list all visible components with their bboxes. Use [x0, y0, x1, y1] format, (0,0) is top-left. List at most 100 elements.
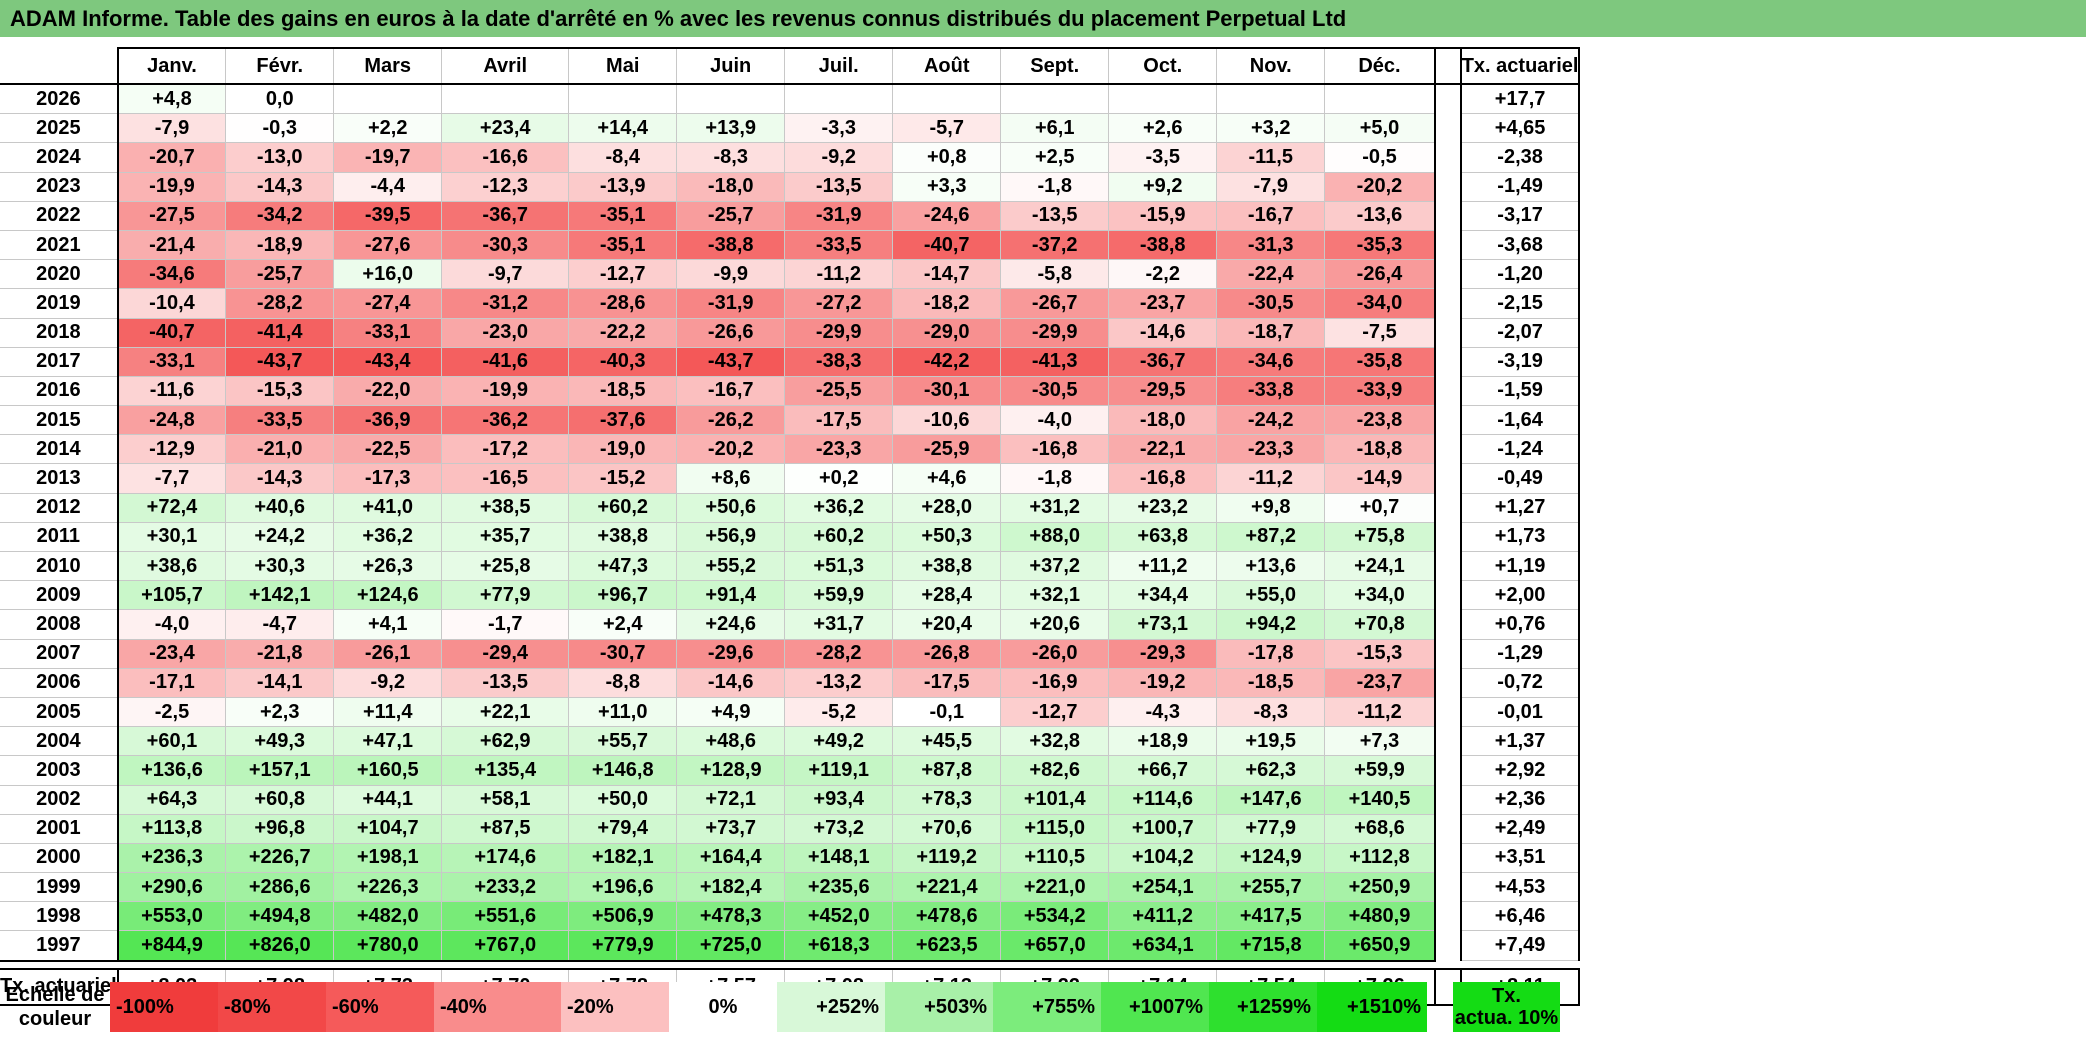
gains-table: Janv. Févr. Mars Avril Mai Juin Juil. Août Sept.… [0, 47, 1581, 1006]
actuarial-rate-cell: +7,49 [1459, 930, 1581, 962]
column-gap [1434, 726, 1461, 756]
table-row: 2019 -10,4 -28,2 -27,4 -31,2 -28,6 -31,9 -27,2-… [0, 288, 1581, 319]
gain-cell: +60,2 [568, 493, 678, 523]
gain-cell: -8,3 [1216, 697, 1326, 728]
gain-cell: +480,9 [1324, 901, 1436, 932]
gain-cell: -23,4 [116, 639, 227, 669]
year-label: 2021 [0, 230, 119, 261]
gain-cell: +2,2 [333, 113, 443, 144]
gain-cell: -40,7 [892, 230, 1002, 261]
gain-cell: -24,8 [116, 405, 227, 436]
table-row: 1997 +844,9 +826,0 +780,0 +767,0 +779,9 +725,0… [0, 930, 1581, 962]
month-header: Janv. [116, 47, 227, 85]
column-gap [1434, 47, 1461, 85]
column-gap [1434, 930, 1461, 961]
gain-cell: +478,6 [892, 901, 1002, 932]
actuarial-rate-cell: -1,24 [1459, 434, 1581, 465]
gain-cell: +110,5 [1000, 843, 1110, 874]
gain-cell: +30,3 [225, 551, 335, 582]
year-label: 2009 [0, 580, 119, 611]
actuarial-rate-cell: +1,19 [1459, 551, 1581, 582]
color-scale-step: -20% [561, 982, 669, 1032]
gain-cell: +779,9 [568, 930, 678, 962]
gain-cell: -40,7 [116, 318, 227, 348]
month-header: Juin [676, 47, 786, 85]
year-label: 2002 [0, 785, 119, 815]
gain-cell: -3,3 [784, 113, 894, 144]
gain-cell: -37,2 [1000, 230, 1110, 261]
gain-cell: +47,1 [333, 726, 443, 757]
gain-cell: -12,9 [116, 434, 227, 465]
table-row: 2005 -2,5 +2,3 +11,4 +22,1 +11,0 +4,9 -5,2 -0,1-… [0, 697, 1581, 728]
gain-cell: -39,5 [333, 201, 443, 231]
gain-cell: -37,6 [568, 405, 678, 436]
table-row: 2001 +113,8 +96,8 +104,7 +87,5 +79,4 +73,7 +73,… [0, 814, 1581, 844]
gain-cell: -29,9 [1000, 318, 1110, 348]
gain-cell: +64,3 [116, 785, 227, 815]
year-label: 2017 [0, 347, 119, 377]
actuarial-rate-cell: -0,49 [1459, 463, 1581, 494]
actuarial-rate-cell: -3,68 [1459, 230, 1581, 261]
gain-cell: -27,6 [333, 230, 443, 261]
gain-cell: -19,0 [568, 434, 678, 465]
gain-cell: +780,0 [333, 930, 443, 962]
column-gap [1434, 551, 1461, 581]
gain-cell: +623,5 [892, 930, 1002, 962]
gain-cell: -38,3 [784, 347, 894, 377]
gain-cell: -12,3 [441, 172, 570, 202]
gain-cell: +826,0 [225, 930, 335, 962]
column-gap [1434, 755, 1461, 785]
gain-cell: -41,4 [225, 318, 335, 348]
gain-cell: -11,6 [116, 376, 227, 407]
gain-cell: -28,6 [568, 288, 678, 319]
gain-cell: +24,2 [225, 522, 335, 553]
gain-cell: +59,9 [1324, 755, 1436, 786]
gain-cell: +250,9 [1324, 872, 1436, 903]
gain-cell: +24,6 [676, 609, 786, 640]
gain-cell [568, 84, 678, 115]
table-row: 2009 +105,7 +142,1 +124,6 +77,9 +96,7 +91,4 +59… [0, 580, 1581, 611]
gain-cell: -14,7 [892, 259, 1002, 290]
year-label: 2026 [0, 84, 119, 115]
gain-cell: +25,8 [441, 551, 570, 582]
gain-cell: -26,7 [1000, 288, 1110, 319]
gain-cell: -38,8 [1108, 230, 1218, 261]
actuarial-rate-cell: -2,38 [1459, 142, 1581, 173]
gain-cell: -9,7 [441, 259, 570, 290]
gain-cell: +36,2 [333, 522, 443, 553]
year-label: 1999 [0, 872, 119, 903]
color-scale-step: 0% [669, 982, 777, 1032]
column-gap [1434, 405, 1461, 435]
month-header: Juil. [784, 47, 894, 85]
gain-cell: +4,8 [116, 84, 227, 115]
year-label: 2012 [0, 493, 119, 523]
gain-cell: -18,2 [892, 288, 1002, 319]
gain-cell: +119,2 [892, 843, 1002, 874]
gain-cell: +0,2 [784, 463, 894, 494]
gain-cell: -24,6 [892, 201, 1002, 231]
gain-cell: +494,8 [225, 901, 335, 932]
column-gap [1434, 814, 1461, 844]
year-label: 2023 [0, 172, 119, 202]
gain-cell: -11,5 [1216, 142, 1326, 173]
gain-cell: +290,6 [116, 872, 227, 903]
gain-cell: +66,7 [1108, 755, 1218, 786]
actuarial-rate-cell: +2,36 [1459, 785, 1581, 815]
gain-cell: -16,7 [1216, 201, 1326, 231]
gain-cell: -7,9 [1216, 172, 1326, 202]
actuarial-scale-line2: actua. 10% [1454, 1007, 1559, 1029]
color-scale-step: +1259% [1209, 982, 1317, 1032]
actuarial-rate-cell: +3,51 [1459, 843, 1581, 874]
gain-cell: -1,8 [1000, 463, 1110, 494]
gain-cell: +93,4 [784, 785, 894, 815]
gain-cell: +82,6 [1000, 755, 1110, 786]
gain-cell: -18,8 [1324, 434, 1436, 465]
gain-cell: -30,1 [892, 376, 1002, 407]
gain-cell: +16,0 [333, 259, 443, 290]
gain-cell: +146,8 [568, 755, 678, 786]
gain-cell: +124,6 [333, 580, 443, 611]
gain-cell: +135,4 [441, 755, 570, 786]
month-header: Avril [441, 47, 570, 85]
gain-cell: -21,4 [116, 230, 227, 261]
actuarial-scale-line1: Tx. [1492, 985, 1521, 1007]
